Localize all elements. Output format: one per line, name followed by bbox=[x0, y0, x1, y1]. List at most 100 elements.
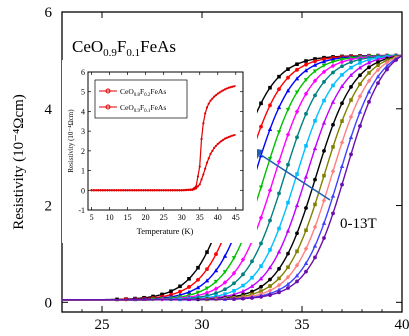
field-marker bbox=[330, 193, 336, 198]
inset-plot-frame bbox=[87, 71, 244, 211]
legend-2-part-3: FeAs bbox=[150, 103, 166, 112]
field-marker bbox=[295, 249, 299, 254]
x-tick-label: 40 bbox=[395, 317, 409, 333]
legend-1-part-3: FeAs bbox=[150, 87, 166, 96]
field-marker bbox=[321, 220, 327, 225]
field-arrow bbox=[250, 148, 331, 201]
inset-point bbox=[124, 189, 127, 192]
field-marker bbox=[348, 114, 354, 120]
field-marker bbox=[286, 251, 290, 256]
field-marker bbox=[358, 124, 362, 128]
inset-point bbox=[220, 139, 223, 143]
field-marker bbox=[222, 253, 228, 258]
inset-point bbox=[227, 135, 230, 139]
field-marker bbox=[276, 287, 282, 292]
inset-point bbox=[184, 189, 188, 192]
field-marker bbox=[358, 57, 362, 62]
inset-x-tick-label: 35 bbox=[196, 213, 204, 222]
y-tick-label: 6 bbox=[45, 5, 53, 21]
field-marker bbox=[169, 289, 173, 294]
inset-point bbox=[204, 112, 207, 115]
field-marker bbox=[340, 119, 344, 123]
field-marker bbox=[232, 288, 236, 293]
field-marker bbox=[340, 182, 344, 187]
inset-x-tick-label: 15 bbox=[124, 213, 132, 222]
field-marker bbox=[259, 284, 263, 289]
inset-point bbox=[205, 161, 209, 164]
field-marker bbox=[367, 65, 371, 70]
field-marker bbox=[205, 250, 209, 254]
field-marker bbox=[321, 120, 327, 125]
field-marker bbox=[250, 275, 254, 280]
inset-point bbox=[209, 99, 212, 102]
inset-point bbox=[218, 141, 221, 144]
field-marker bbox=[384, 63, 390, 68]
field-marker bbox=[294, 109, 300, 115]
title-part-3: FeAs bbox=[140, 37, 176, 56]
field-marker bbox=[358, 82, 362, 86]
inset-point bbox=[200, 137, 203, 141]
inset-point bbox=[95, 189, 98, 192]
inset-point bbox=[195, 187, 198, 190]
field-marker bbox=[331, 211, 335, 216]
field-marker bbox=[303, 260, 309, 265]
inset-point bbox=[164, 189, 168, 192]
title-part-1: CeO bbox=[72, 37, 103, 56]
inset-point bbox=[225, 136, 228, 139]
field-marker bbox=[367, 58, 371, 62]
field-marker bbox=[268, 85, 272, 90]
inset-point bbox=[229, 86, 232, 89]
title-sub-1: 0.9 bbox=[103, 47, 117, 59]
field-marker bbox=[304, 62, 308, 67]
field-marker bbox=[240, 288, 246, 293]
field-marker bbox=[303, 174, 309, 179]
inset-x-tick-label: 10 bbox=[106, 213, 114, 222]
field-marker bbox=[285, 281, 291, 286]
field-marker bbox=[286, 67, 290, 71]
field-marker bbox=[331, 145, 335, 149]
inset-point bbox=[198, 165, 201, 168]
field-marker bbox=[394, 58, 398, 62]
inset-point bbox=[193, 188, 196, 191]
field-marker bbox=[259, 289, 263, 293]
field-marker bbox=[259, 101, 263, 106]
field-marker bbox=[304, 269, 308, 274]
field-marker bbox=[222, 280, 228, 285]
legend-2-sub-2: 0.1 bbox=[144, 109, 151, 114]
inset-point bbox=[187, 188, 190, 192]
inset-point bbox=[214, 144, 218, 148]
field-marker bbox=[357, 93, 363, 99]
field-marker bbox=[322, 79, 326, 84]
inset-point bbox=[223, 88, 227, 91]
field-marker bbox=[223, 292, 227, 296]
field-marker bbox=[321, 69, 327, 75]
field-marker bbox=[259, 294, 263, 299]
inset-legend-box bbox=[94, 79, 188, 119]
field-marker bbox=[357, 109, 363, 114]
field-marker bbox=[330, 168, 336, 174]
field-curve-12 bbox=[62, 54, 403, 301]
field-marker bbox=[313, 255, 317, 260]
field-marker bbox=[366, 78, 372, 84]
y-tick-label: 2 bbox=[45, 199, 53, 215]
inset-y-tick-label: 3 bbox=[81, 127, 85, 136]
inset-point bbox=[218, 91, 221, 94]
field-marker bbox=[348, 135, 354, 140]
field-marker bbox=[259, 241, 263, 246]
inset-point bbox=[200, 178, 203, 181]
field-marker bbox=[295, 172, 299, 176]
field-marker bbox=[178, 284, 182, 289]
field-marker bbox=[349, 152, 353, 157]
field-marker bbox=[258, 215, 264, 221]
inset-point bbox=[225, 87, 228, 90]
inset-point bbox=[158, 189, 161, 192]
inset-curves bbox=[90, 85, 236, 192]
inset-point bbox=[97, 189, 100, 192]
y-tick-label: 0 bbox=[45, 295, 53, 311]
inset-point bbox=[104, 189, 107, 192]
legend-1-sub-2: 0.2 bbox=[144, 93, 151, 98]
field-marker bbox=[375, 57, 381, 62]
inset-point bbox=[223, 137, 227, 140]
inset-point bbox=[144, 189, 147, 192]
field-marker bbox=[277, 191, 281, 196]
